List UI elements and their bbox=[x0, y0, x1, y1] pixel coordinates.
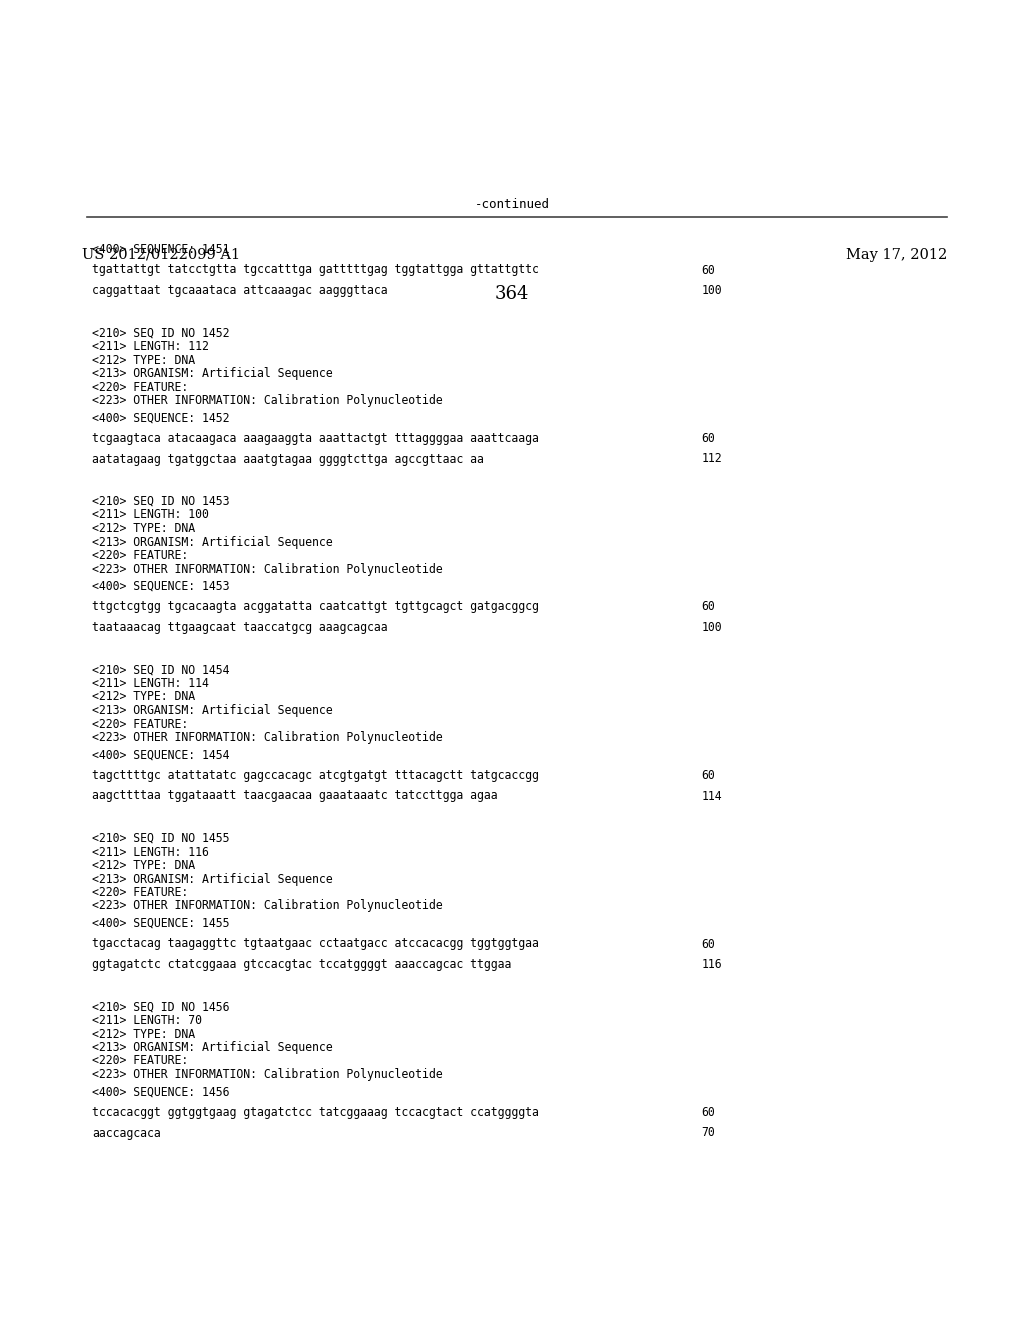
Text: 60: 60 bbox=[701, 432, 715, 445]
Text: <211> LENGTH: 114: <211> LENGTH: 114 bbox=[92, 677, 209, 690]
Text: <220> FEATURE:: <220> FEATURE: bbox=[92, 1055, 188, 1068]
Text: <212> TYPE: DNA: <212> TYPE: DNA bbox=[92, 690, 196, 704]
Text: <400> SEQUENCE: 1452: <400> SEQUENCE: 1452 bbox=[92, 412, 229, 425]
Text: <210> SEQ ID NO 1456: <210> SEQ ID NO 1456 bbox=[92, 1001, 229, 1014]
Text: 112: 112 bbox=[701, 453, 722, 466]
Text: May 17, 2012: May 17, 2012 bbox=[846, 248, 947, 261]
Text: ttgctcgtgg tgcacaagta acggatatta caatcattgt tgttgcagct gatgacggcg: ttgctcgtgg tgcacaagta acggatatta caatcat… bbox=[92, 601, 539, 614]
Text: tccacacggt ggtggtgaag gtagatctcc tatcggaaag tccacgtact ccatggggta: tccacacggt ggtggtgaag gtagatctcc tatcgga… bbox=[92, 1106, 539, 1119]
Text: <400> SEQUENCE: 1456: <400> SEQUENCE: 1456 bbox=[92, 1085, 229, 1098]
Text: 100: 100 bbox=[701, 620, 722, 634]
Text: <212> TYPE: DNA: <212> TYPE: DNA bbox=[92, 859, 196, 873]
Text: 70: 70 bbox=[701, 1126, 715, 1139]
Text: <211> LENGTH: 70: <211> LENGTH: 70 bbox=[92, 1014, 202, 1027]
Text: tagcttttgc atattatatc gagccacagc atcgtgatgt tttacagctt tatgcaccgg: tagcttttgc atattatatc gagccacagc atcgtga… bbox=[92, 770, 539, 781]
Text: <223> OTHER INFORMATION: Calibration Polynucleotide: <223> OTHER INFORMATION: Calibration Pol… bbox=[92, 899, 442, 912]
Text: <220> FEATURE:: <220> FEATURE: bbox=[92, 380, 188, 393]
Text: tgacctacag taagaggttc tgtaatgaac cctaatgacc atccacacgg tggtggtgaa: tgacctacag taagaggttc tgtaatgaac cctaatg… bbox=[92, 937, 539, 950]
Text: <213> ORGANISM: Artificial Sequence: <213> ORGANISM: Artificial Sequence bbox=[92, 536, 333, 549]
Text: 60: 60 bbox=[701, 264, 715, 276]
Text: <223> OTHER INFORMATION: Calibration Polynucleotide: <223> OTHER INFORMATION: Calibration Pol… bbox=[92, 562, 442, 576]
Text: <213> ORGANISM: Artificial Sequence: <213> ORGANISM: Artificial Sequence bbox=[92, 1041, 333, 1053]
Text: 60: 60 bbox=[701, 601, 715, 614]
Text: aagcttttaa tggataaatt taacgaacaa gaaataaatc tatccttgga agaa: aagcttttaa tggataaatt taacgaacaa gaaataa… bbox=[92, 789, 498, 803]
Text: caggattaat tgcaaataca attcaaagac aagggttaca: caggattaat tgcaaataca attcaaagac aagggtt… bbox=[92, 284, 388, 297]
Text: <211> LENGTH: 116: <211> LENGTH: 116 bbox=[92, 846, 209, 858]
Text: 60: 60 bbox=[701, 937, 715, 950]
Text: aatatagaag tgatggctaa aaatgtagaa ggggtcttga agccgttaac aa: aatatagaag tgatggctaa aaatgtagaa ggggtct… bbox=[92, 453, 484, 466]
Text: <213> ORGANISM: Artificial Sequence: <213> ORGANISM: Artificial Sequence bbox=[92, 367, 333, 380]
Text: <210> SEQ ID NO 1455: <210> SEQ ID NO 1455 bbox=[92, 832, 229, 845]
Text: ggtagatctc ctatcggaaa gtccacgtac tccatggggt aaaccagcac ttggaa: ggtagatctc ctatcggaaa gtccacgtac tccatgg… bbox=[92, 958, 512, 972]
Text: 60: 60 bbox=[701, 770, 715, 781]
Text: -continued: -continued bbox=[474, 198, 550, 211]
Text: 100: 100 bbox=[701, 284, 722, 297]
Text: <400> SEQUENCE: 1451: <400> SEQUENCE: 1451 bbox=[92, 243, 229, 256]
Text: <220> FEATURE:: <220> FEATURE: bbox=[92, 549, 188, 562]
Text: <212> TYPE: DNA: <212> TYPE: DNA bbox=[92, 1027, 196, 1040]
Text: 60: 60 bbox=[701, 1106, 715, 1119]
Text: <210> SEQ ID NO 1453: <210> SEQ ID NO 1453 bbox=[92, 495, 229, 508]
Text: taataaacag ttgaagcaat taaccatgcg aaagcagcaa: taataaacag ttgaagcaat taaccatgcg aaagcag… bbox=[92, 620, 388, 634]
Text: <212> TYPE: DNA: <212> TYPE: DNA bbox=[92, 354, 196, 367]
Text: 364: 364 bbox=[495, 285, 529, 304]
Text: <223> OTHER INFORMATION: Calibration Polynucleotide: <223> OTHER INFORMATION: Calibration Pol… bbox=[92, 393, 442, 407]
Text: <400> SEQUENCE: 1453: <400> SEQUENCE: 1453 bbox=[92, 579, 229, 593]
Text: <213> ORGANISM: Artificial Sequence: <213> ORGANISM: Artificial Sequence bbox=[92, 873, 333, 886]
Text: <400> SEQUENCE: 1455: <400> SEQUENCE: 1455 bbox=[92, 917, 229, 931]
Text: aaccagcaca: aaccagcaca bbox=[92, 1126, 161, 1139]
Text: <211> LENGTH: 100: <211> LENGTH: 100 bbox=[92, 508, 209, 521]
Text: 114: 114 bbox=[701, 789, 722, 803]
Text: <210> SEQ ID NO 1454: <210> SEQ ID NO 1454 bbox=[92, 664, 229, 676]
Text: US 2012/0122099 A1: US 2012/0122099 A1 bbox=[82, 248, 240, 261]
Text: <210> SEQ ID NO 1452: <210> SEQ ID NO 1452 bbox=[92, 326, 229, 339]
Text: <223> OTHER INFORMATION: Calibration Polynucleotide: <223> OTHER INFORMATION: Calibration Pol… bbox=[92, 1068, 442, 1081]
Text: <212> TYPE: DNA: <212> TYPE: DNA bbox=[92, 521, 196, 535]
Text: <211> LENGTH: 112: <211> LENGTH: 112 bbox=[92, 341, 209, 352]
Text: <213> ORGANISM: Artificial Sequence: <213> ORGANISM: Artificial Sequence bbox=[92, 704, 333, 717]
Text: <220> FEATURE:: <220> FEATURE: bbox=[92, 718, 188, 730]
Text: <220> FEATURE:: <220> FEATURE: bbox=[92, 886, 188, 899]
Text: tgattattgt tatcctgtta tgccatttga gatttttgag tggtattgga gttattgttc: tgattattgt tatcctgtta tgccatttga gattttt… bbox=[92, 264, 539, 276]
Text: tcgaagtaca atacaagaca aaagaaggta aaattactgt tttaggggaa aaattcaaga: tcgaagtaca atacaagaca aaagaaggta aaattac… bbox=[92, 432, 539, 445]
Text: <400> SEQUENCE: 1454: <400> SEQUENCE: 1454 bbox=[92, 748, 229, 762]
Text: <223> OTHER INFORMATION: Calibration Polynucleotide: <223> OTHER INFORMATION: Calibration Pol… bbox=[92, 731, 442, 744]
Text: 116: 116 bbox=[701, 958, 722, 972]
